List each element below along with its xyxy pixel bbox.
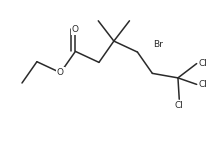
Text: Cl: Cl	[175, 101, 184, 110]
Text: Cl: Cl	[199, 59, 207, 68]
Text: Cl: Cl	[199, 80, 207, 89]
Text: O: O	[72, 25, 79, 34]
Text: O: O	[57, 68, 64, 77]
Text: Br: Br	[153, 40, 163, 49]
